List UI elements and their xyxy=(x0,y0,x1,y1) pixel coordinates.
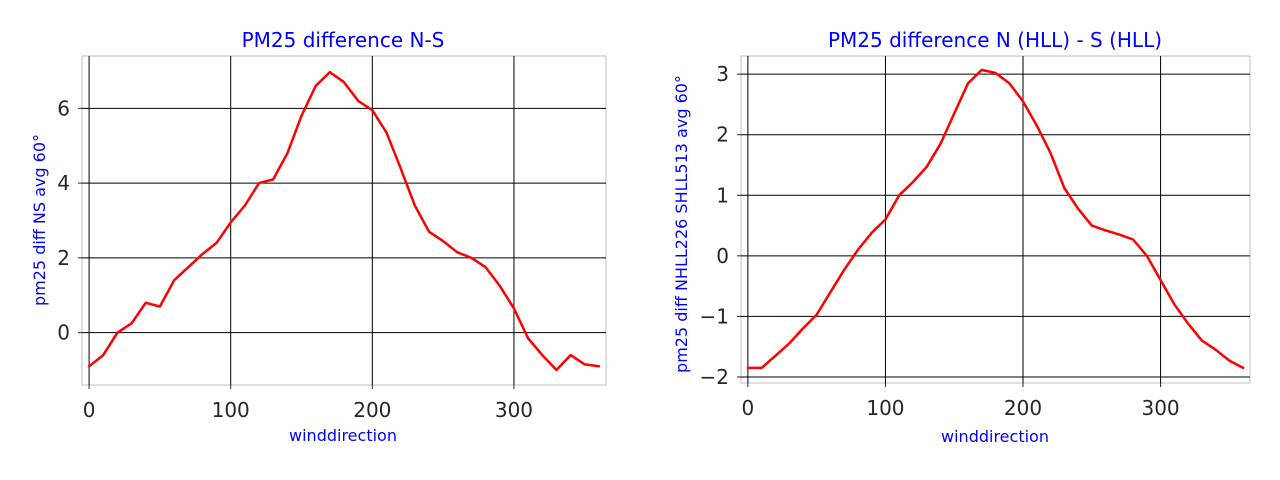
chart-pm25-hll: 0 100 200 300 −2 −1 0 1 2 3 PM25 difference N (HL… xyxy=(672,28,1251,446)
x-tick-label: 300 xyxy=(1141,396,1179,420)
plot-area: 0 100 200 300 −2 −1 0 1 2 3 xyxy=(700,55,1251,420)
y-tick-label: 2 xyxy=(716,123,729,147)
chart-title: PM25 difference N-S xyxy=(242,28,445,52)
y-tick-label: 4 xyxy=(57,171,70,195)
x-axis-label: winddirection xyxy=(289,426,397,445)
y-tick-label: 0 xyxy=(716,244,729,268)
plot-frame xyxy=(81,55,607,386)
y-tick-label: 6 xyxy=(57,96,70,120)
y-tick-label: 3 xyxy=(716,62,729,86)
x-tick-label: 200 xyxy=(1004,396,1042,420)
y-tick-label: −1 xyxy=(700,304,729,328)
x-tick-label: 100 xyxy=(212,398,250,422)
y-axis-label: pm25 diff NHLL226 SHLL513 avg 60° xyxy=(672,75,691,373)
plot-area: 0 100 200 300 0 2 4 6 xyxy=(57,55,607,422)
x-tick-label: 0 xyxy=(742,396,755,420)
series-line xyxy=(746,68,1245,370)
series-line xyxy=(87,70,601,372)
chart-title: PM25 difference N (HLL) - S (HLL) xyxy=(828,28,1162,52)
plot-frame xyxy=(740,55,1251,384)
x-tick-label: 300 xyxy=(495,398,533,422)
y-tick-label: 1 xyxy=(716,183,729,207)
y-tick-label: −2 xyxy=(700,365,729,389)
x-tick-label: 200 xyxy=(353,398,391,422)
y-tick-label: 0 xyxy=(57,321,70,345)
y-axis-label: pm25 diff NS avg 60° xyxy=(30,134,49,306)
y-tick-label: 2 xyxy=(57,246,70,270)
x-axis-label: winddirection xyxy=(941,427,1049,446)
x-tick-label: 100 xyxy=(866,396,904,420)
chart-pm25-ns: 0 100 200 300 0 2 4 6 PM25 difference N-S windd… xyxy=(30,28,607,445)
x-tick-label: 0 xyxy=(83,398,96,422)
